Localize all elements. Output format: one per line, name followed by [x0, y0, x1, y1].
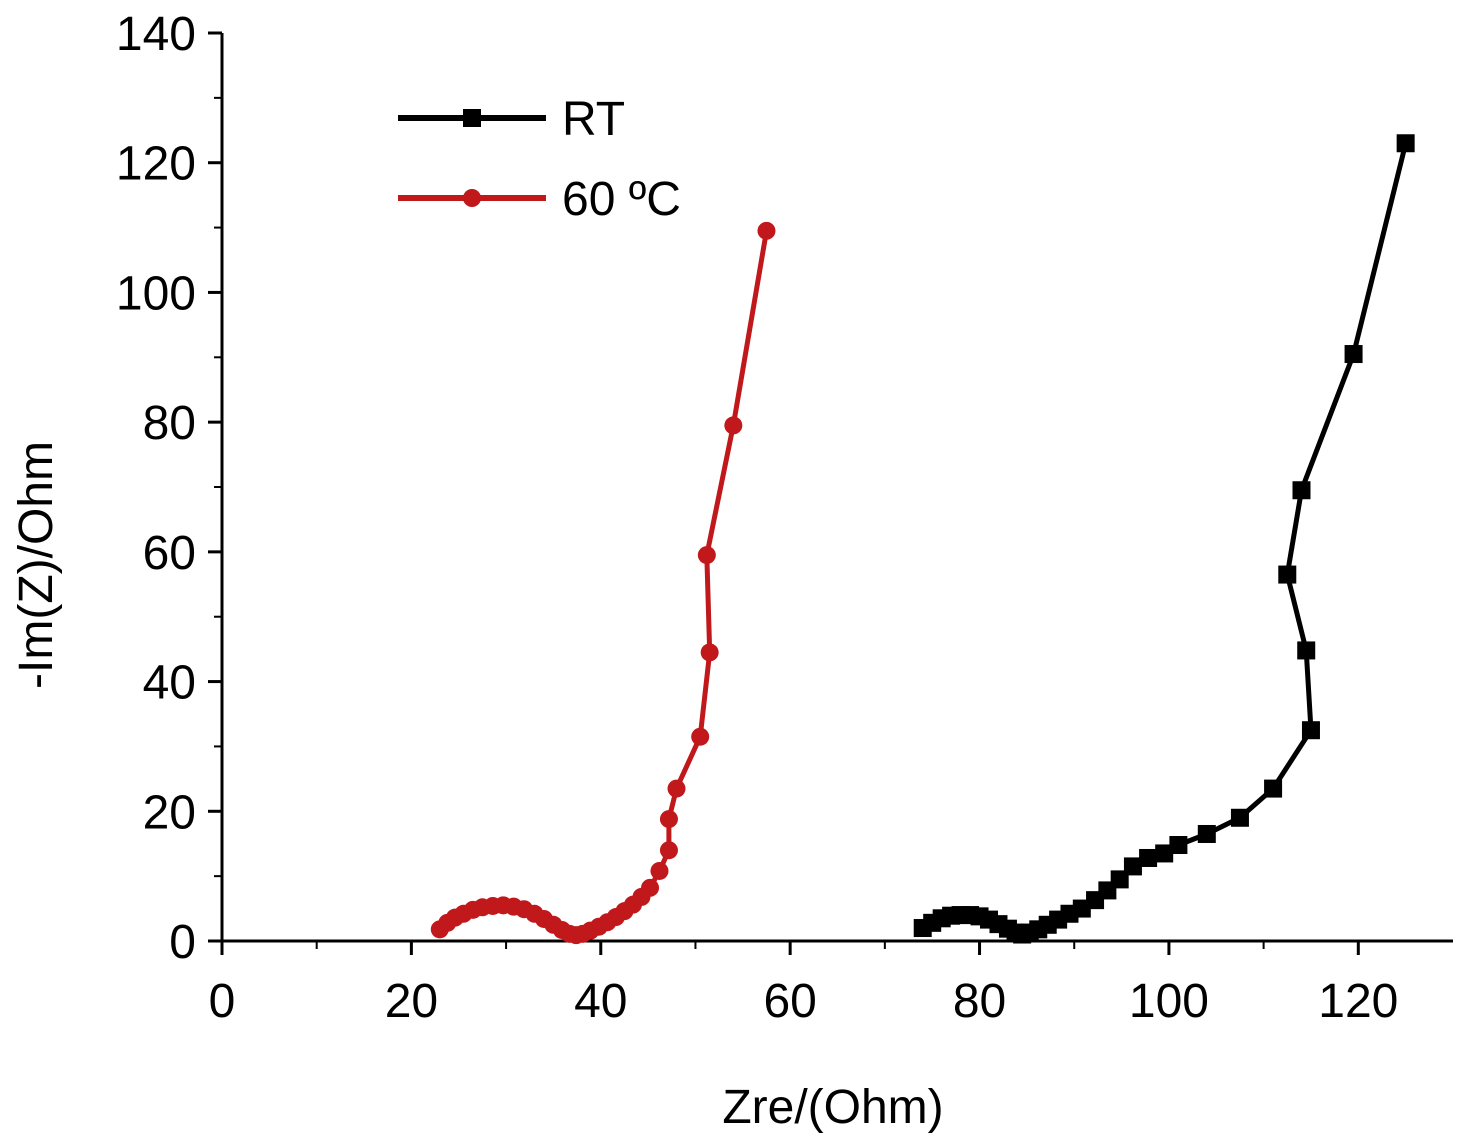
y-tick-label: 60: [143, 527, 196, 580]
data-point: [1344, 345, 1363, 364]
data-point: [700, 643, 719, 662]
series-0: [913, 134, 1415, 944]
data-point: [1139, 848, 1158, 867]
data-point: [1264, 779, 1283, 798]
data-point: [757, 221, 776, 240]
legend: RT 60 ºC: [398, 93, 681, 226]
data-point: [1396, 134, 1415, 153]
y-tick-label: 80: [143, 397, 196, 450]
x-tick-label: 40: [574, 975, 627, 1028]
series-line: [438, 230, 769, 938]
data-point: [691, 727, 710, 746]
x-tick-label: 80: [953, 975, 1006, 1028]
data-point: [641, 878, 660, 897]
data-point: [1169, 836, 1188, 855]
series-layer: [430, 134, 1415, 945]
data-point: [1297, 641, 1316, 660]
data-point: [1278, 565, 1297, 584]
y-axis-title: -Im(Z)/Ohm: [10, 441, 63, 689]
data-point: [1301, 721, 1320, 740]
y-tick-label: 0: [169, 916, 196, 969]
y-tick-label: 140: [116, 8, 196, 61]
data-point: [667, 779, 686, 798]
data-point: [1230, 808, 1249, 827]
series-1: [430, 221, 776, 945]
x-tick-label: 20: [385, 975, 438, 1028]
data-point: [659, 841, 678, 860]
data-point: [697, 546, 716, 565]
legend-label: 60 ºC: [562, 173, 681, 226]
data-point: [1197, 824, 1216, 843]
legend-marker: [463, 109, 481, 127]
series-line: [921, 142, 1409, 937]
data-point: [1155, 844, 1174, 863]
x-tick-label: 0: [209, 975, 236, 1028]
legend-label: RT: [562, 93, 625, 146]
data-point: [1123, 857, 1142, 876]
y-tick-label: 40: [143, 657, 196, 710]
axes: 0 20 40 60 80 100 120 0 20 40 60 80 100 120 140: [116, 8, 1453, 1028]
y-tick-label: 120: [116, 138, 196, 191]
y-tick-label: 100: [116, 267, 196, 320]
x-tick-label: 100: [1129, 975, 1209, 1028]
x-tick-label: 120: [1318, 975, 1398, 1028]
data-point: [659, 810, 678, 829]
x-tick-label: 60: [763, 975, 816, 1028]
y-tick-label: 20: [143, 786, 196, 839]
data-point: [724, 416, 743, 435]
legend-marker: [463, 189, 481, 207]
x-axis-title: Zre/(Ohm): [722, 1081, 943, 1134]
data-point: [650, 861, 669, 880]
data-point: [1292, 481, 1311, 500]
